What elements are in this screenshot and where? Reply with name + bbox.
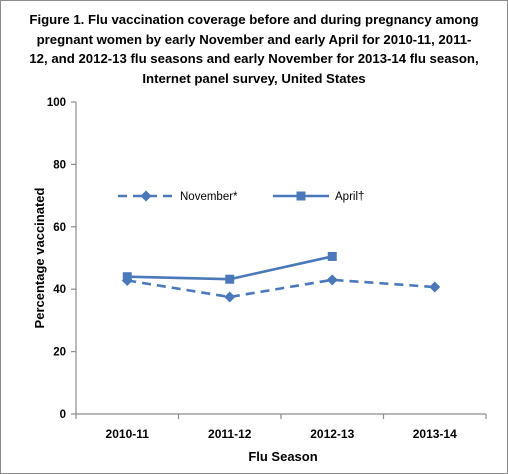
y-axis-ticks: 0 20 40 60 80 100 <box>47 97 76 421</box>
x-tick-label: 2010-11 <box>106 427 150 441</box>
legend-label-november: November* <box>180 191 238 203</box>
chart-title: Figure 1. Flu vaccination coverage befor… <box>7 10 501 88</box>
y-tick-label: 0 <box>60 409 66 421</box>
y-tick-label: 40 <box>53 284 66 296</box>
data-point-november <box>224 291 236 303</box>
y-tick-label: 60 <box>53 222 66 234</box>
x-tick-label: 2012-13 <box>310 427 354 441</box>
data-point-april <box>327 251 337 261</box>
legend-marker-november <box>140 190 152 202</box>
chart-title-line-1: Figure 1. Flu vaccination coverage befor… <box>29 12 479 27</box>
legend-marker-april <box>296 191 306 201</box>
legend: November* April† <box>118 190 364 203</box>
chart-title-line-3: 12, and 2012-13 flu seasons and early No… <box>29 51 479 66</box>
series-layer <box>121 251 441 303</box>
x-tick-label: 2011-12 <box>208 427 252 441</box>
x-tick-label: 2013-14 <box>413 427 457 441</box>
y-tick-label: 80 <box>53 159 66 171</box>
chart-title-line-4: Internet panel survey, United States <box>142 70 366 86</box>
data-point-april <box>122 272 132 282</box>
x-axis-ticks: 2010-11 2011-12 2012-13 2013-14 <box>75 414 487 441</box>
x-axis-title: Flu Season <box>248 449 317 464</box>
y-axis-title: Percentage vaccinated <box>32 187 47 328</box>
series-line-november <box>127 278 435 299</box>
y-tick-label: 20 <box>53 347 66 359</box>
data-point-april <box>225 274 235 284</box>
data-point-november <box>429 281 441 293</box>
y-tick-label: 100 <box>47 97 66 109</box>
legend-label-april: April† <box>335 191 364 203</box>
data-point-november <box>326 274 338 286</box>
chart-title-line-2: pregnant women by early November and ear… <box>36 31 472 47</box>
